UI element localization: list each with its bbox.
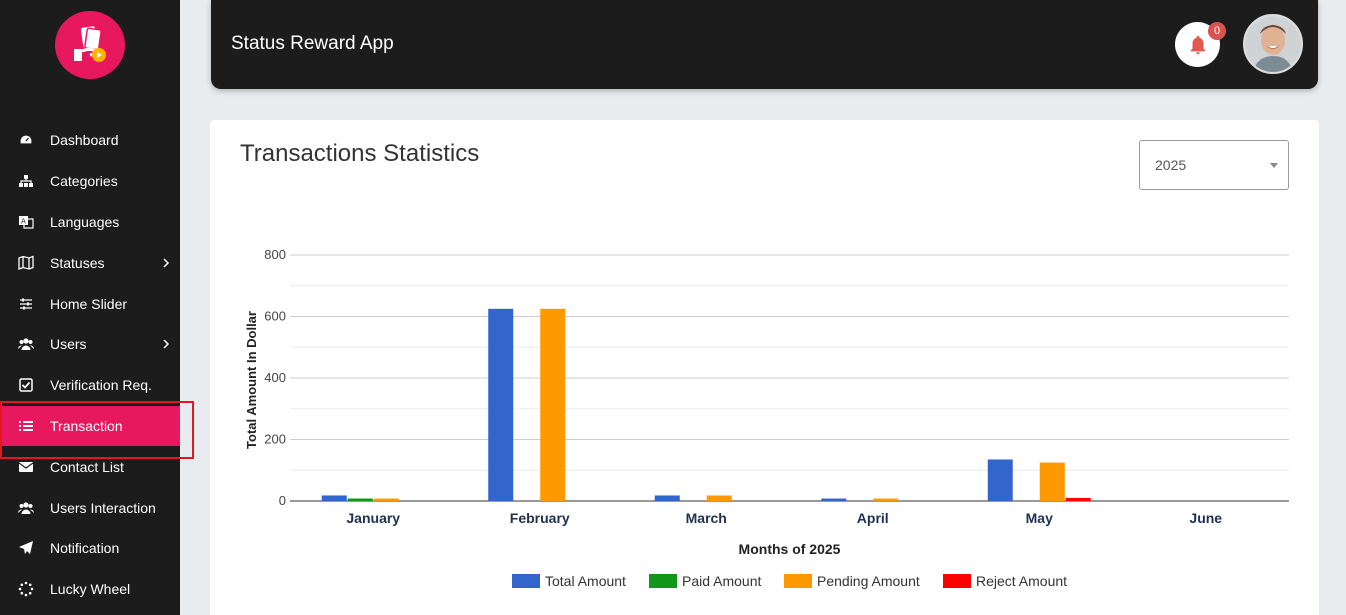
map-icon — [18, 255, 34, 271]
bar-pending-amount — [873, 498, 899, 501]
x-axis-title: Months of 2025 — [739, 541, 841, 557]
app-logo[interactable] — [55, 11, 125, 79]
sidebar-item-dashboard[interactable]: Dashboard — [0, 120, 180, 161]
bar-paid-amount — [347, 498, 373, 501]
bar-pending-amount — [540, 308, 566, 501]
sidebar-item-contact-list[interactable]: Contact List — [0, 446, 180, 487]
sidebar-item-users-interaction[interactable]: Users Interaction — [0, 487, 180, 528]
sidebar-item-lucky-wheel[interactable]: Lucky Wheel — [0, 569, 180, 610]
sidebar-item-languages[interactable]: A Languages — [0, 202, 180, 243]
legend-label: Pending Amount — [817, 573, 920, 589]
y-tick-label: 800 — [264, 247, 286, 262]
sidebar-item-verification-req[interactable]: Verification Req. — [0, 365, 180, 406]
transactions-card: Transactions Statistics 2025 0 200 400 600 8… — [210, 120, 1319, 615]
list-icon — [18, 418, 34, 434]
envelope-icon — [18, 459, 34, 475]
sliders-icon — [18, 296, 34, 312]
legend-label: Total Amount — [545, 573, 626, 589]
sidebar-item-label: Users — [50, 336, 87, 353]
sidebar-item-label: Notification — [50, 540, 120, 557]
y-tick-label: 200 — [264, 432, 286, 447]
user-avatar[interactable] — [1243, 14, 1303, 74]
users-icon — [18, 336, 34, 352]
chevron-right-icon — [162, 336, 170, 352]
card-title: Transactions Statistics — [240, 140, 480, 167]
language-icon: A — [18, 214, 34, 230]
sidebar-item-label: Transaction — [50, 417, 123, 434]
transactions-bar-chart: 0 200 400 600 800 January February March April Ma… — [244, 247, 1289, 589]
bar-reject-amount — [1065, 497, 1091, 501]
sidebar-item-label: Contact List — [50, 458, 124, 475]
bar-pending-amount — [706, 495, 732, 501]
year-select-value: 2025 — [1155, 157, 1187, 173]
spinner-icon — [18, 581, 34, 597]
dashboard-icon — [18, 132, 34, 148]
sidebar-item-categories[interactable]: Categories — [0, 161, 180, 202]
x-tick-label: June — [1189, 510, 1222, 526]
legend-label: Paid Amount — [682, 573, 761, 589]
sidebar: Dashboard Categories A Languages Statuses Hom… — [0, 0, 194, 615]
notification-count-badge: 0 — [1208, 22, 1226, 40]
legend-swatch-total-amount — [512, 574, 540, 588]
sidebar-item-label: Categories — [50, 173, 118, 190]
top-header: Status Reward App 0 — [211, 0, 1318, 89]
x-tick-label: February — [510, 510, 570, 526]
sidebar-item-label: Verification Req. — [50, 377, 152, 394]
bar-total-amount — [321, 495, 347, 501]
sitemap-icon — [18, 173, 34, 189]
y-tick-label: 0 — [279, 493, 286, 508]
users-icon — [18, 500, 34, 516]
svg-text:A: A — [21, 217, 26, 225]
sidebar-item-label: Languages — [50, 213, 120, 230]
bell-icon — [1190, 35, 1205, 54]
sidebar-item-statuses[interactable]: Statuses — [0, 242, 180, 283]
sidebar-item-label: Lucky Wheel — [50, 581, 131, 598]
bar-total-amount — [987, 459, 1013, 501]
x-tick-label: January — [346, 510, 400, 526]
sidebar-item-home-slider[interactable]: Home Slider — [0, 283, 180, 324]
sidebar-item-label: Users Interaction — [50, 499, 156, 516]
check-square-icon — [18, 377, 34, 393]
x-tick-label: March — [686, 510, 727, 526]
chevron-right-icon — [162, 255, 170, 271]
legend-swatch-pending-amount — [784, 574, 812, 588]
bar-pending-amount — [1039, 462, 1065, 501]
money-hand-icon — [74, 26, 106, 62]
y-axis-title: Total Amount In Dollar — [244, 311, 259, 449]
sidebar-menu: Dashboard Categories A Languages Statuses Hom… — [0, 120, 180, 610]
bar-total-amount — [488, 308, 514, 501]
sidebar-item-notification[interactable]: Notification — [0, 528, 180, 569]
y-tick-label: 600 — [264, 309, 286, 324]
sidebar-item-users[interactable]: Users — [0, 324, 180, 365]
legend-swatch-reject-amount — [943, 574, 971, 588]
header-title: Status Reward App — [231, 33, 394, 54]
x-tick-label: May — [1026, 510, 1053, 526]
legend-label: Reject Amount — [976, 573, 1067, 589]
sidebar-item-transaction[interactable]: Transaction — [0, 405, 180, 447]
y-tick-label: 400 — [264, 370, 286, 385]
sidebar-item-label: Dashboard — [50, 132, 119, 149]
paper-plane-icon — [18, 540, 34, 556]
bar-total-amount — [654, 495, 680, 501]
dropdown-arrow-icon — [1270, 163, 1278, 168]
bar-total-amount — [821, 498, 847, 501]
year-select[interactable]: 2025 — [1139, 140, 1289, 190]
sidebar-item-label: Statuses — [50, 254, 105, 271]
legend-swatch-paid-amount — [649, 574, 677, 588]
bar-pending-amount — [373, 498, 399, 501]
sidebar-item-label: Home Slider — [50, 295, 128, 312]
x-tick-label: April — [857, 510, 889, 526]
